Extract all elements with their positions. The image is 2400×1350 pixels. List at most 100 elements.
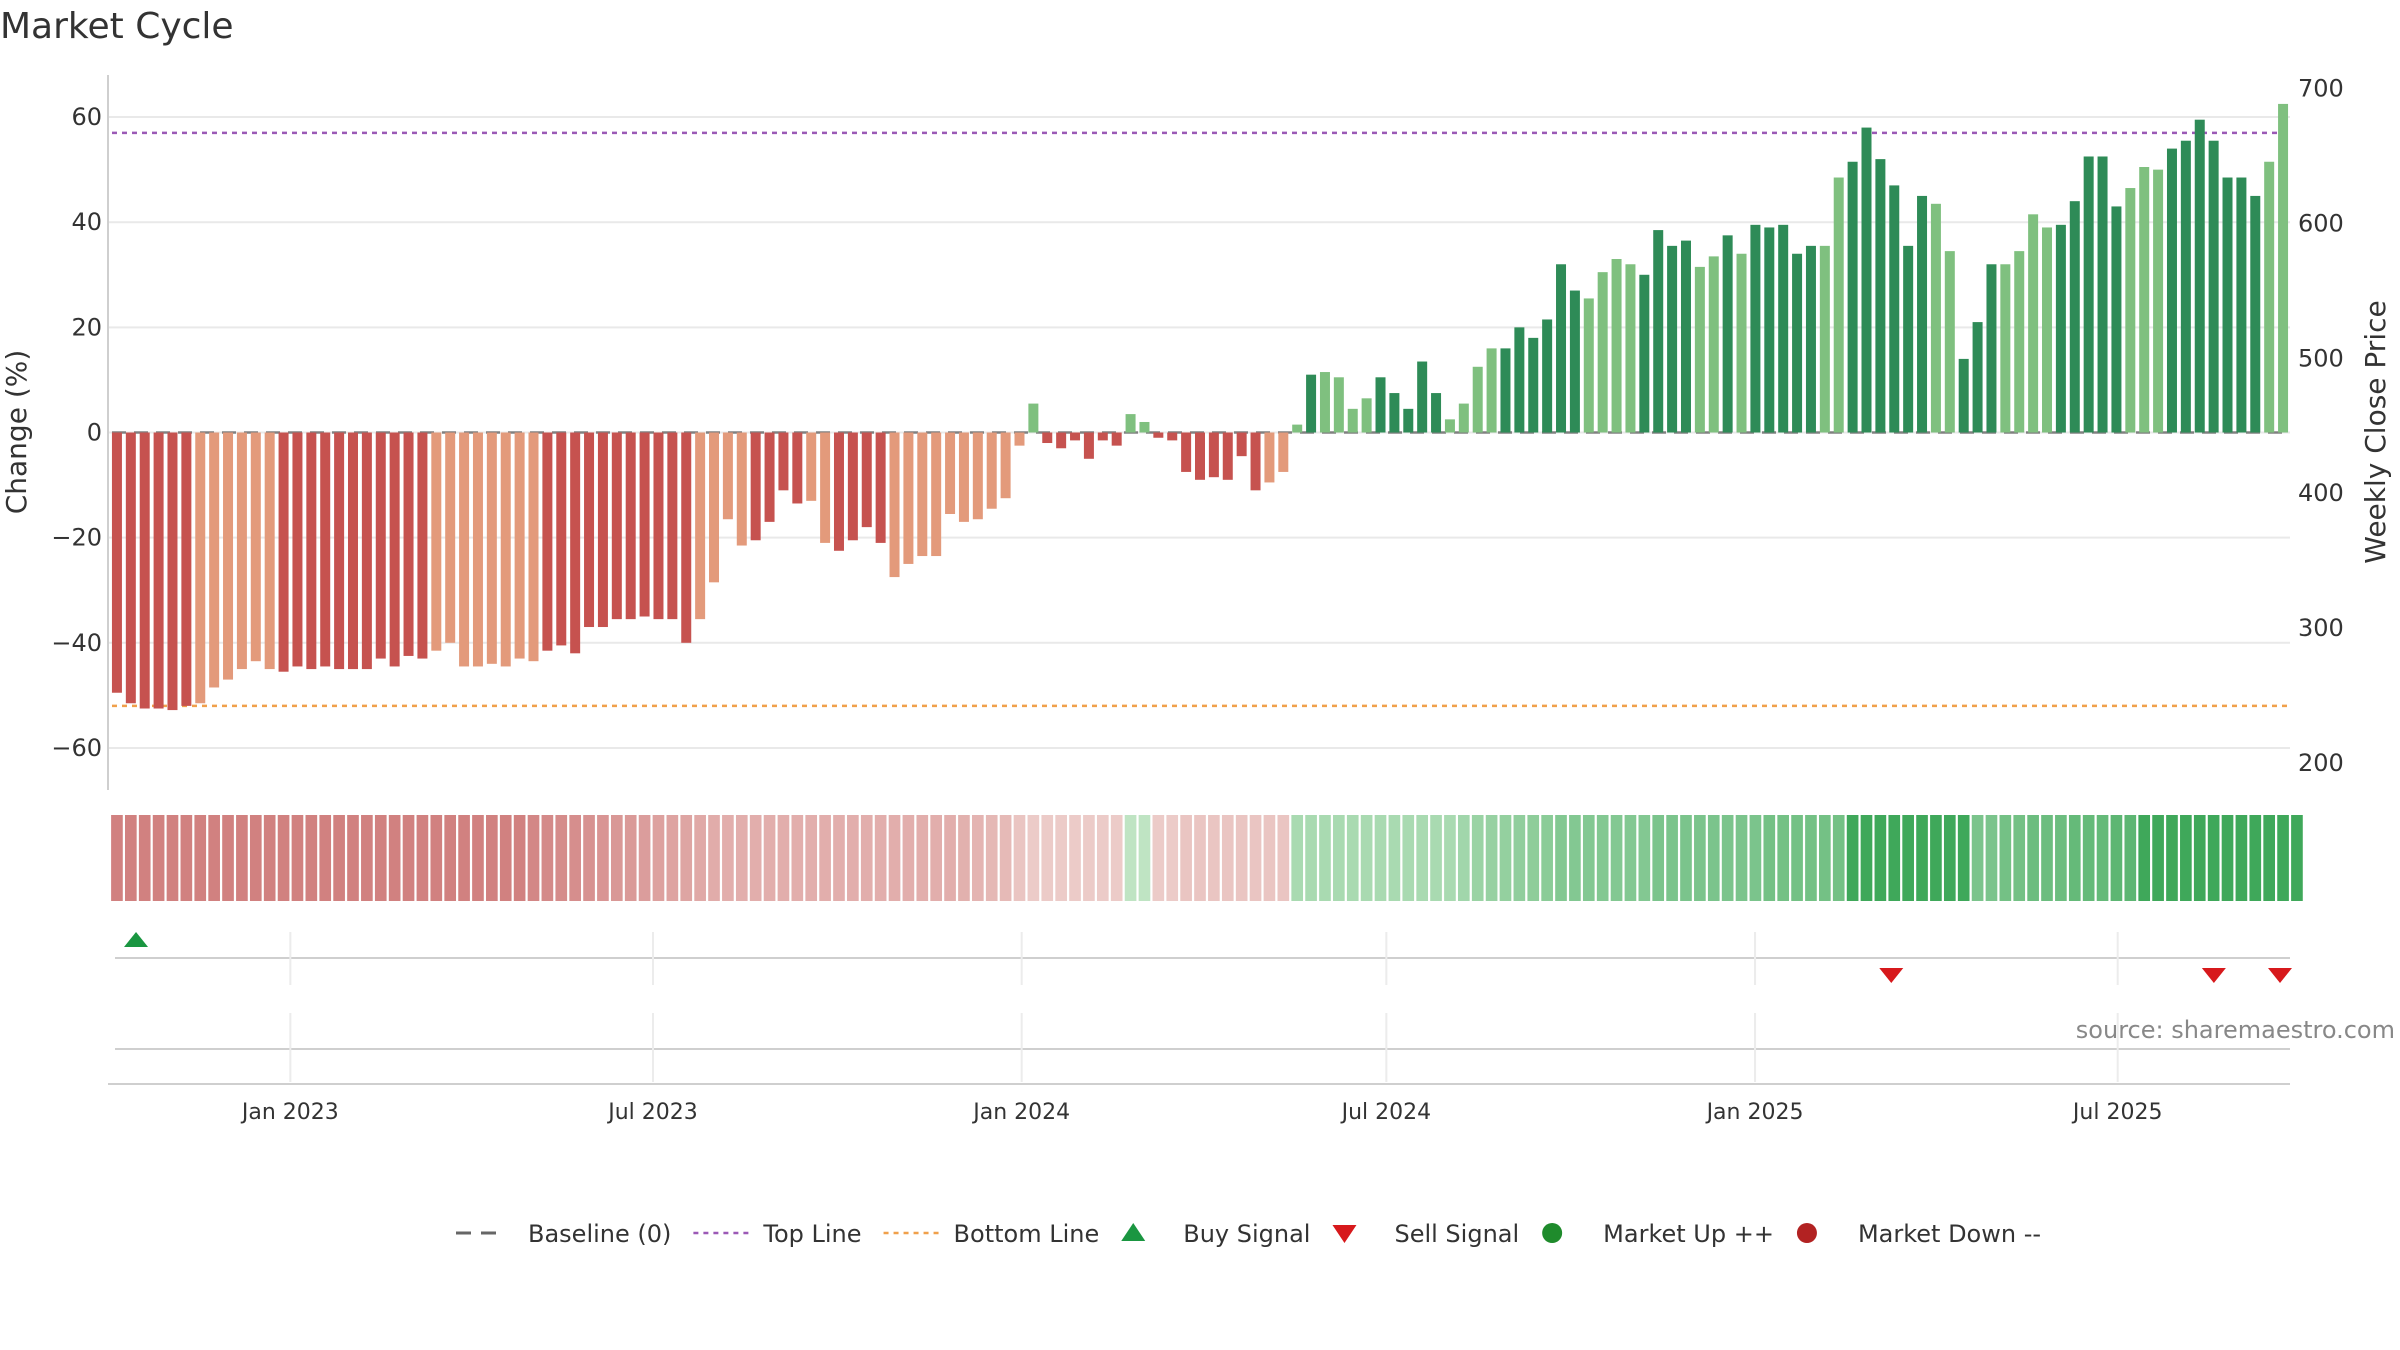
change-bar bbox=[736, 432, 747, 546]
change-bar bbox=[2097, 156, 2108, 433]
change-bar bbox=[125, 432, 136, 704]
cycle-strip-cell bbox=[416, 815, 429, 901]
cycle-strip-cell bbox=[680, 815, 693, 901]
cycle-strip-cell bbox=[1541, 815, 1553, 901]
change-bar bbox=[361, 432, 372, 670]
x-tick-label: Jul 2024 bbox=[1340, 1100, 1432, 1125]
change-bar bbox=[1986, 264, 1997, 433]
y-left-tick-label: −60 bbox=[51, 734, 102, 762]
change-bar bbox=[1028, 403, 1039, 433]
y-axis-right-title: Weekly Close Price bbox=[2359, 300, 2392, 563]
cycle-strip-cell bbox=[1444, 815, 1456, 901]
x-tick-label: Jan 2023 bbox=[240, 1100, 339, 1125]
cycle-strip-cell bbox=[1333, 815, 1345, 901]
cycle-strip-cell bbox=[888, 815, 901, 901]
change-bar bbox=[1597, 272, 1608, 433]
change-bar bbox=[986, 432, 997, 509]
change-bar bbox=[2278, 103, 2289, 433]
cycle-strip-cell bbox=[2152, 815, 2164, 901]
change-bar bbox=[1333, 377, 1344, 433]
cycle-strip-cell bbox=[2263, 815, 2276, 901]
cycle-strip-cell bbox=[166, 815, 179, 901]
cycle-strip-cell bbox=[1027, 815, 1040, 901]
change-bar bbox=[1736, 253, 1747, 433]
change-bar bbox=[514, 432, 525, 659]
change-bar bbox=[2125, 188, 2136, 433]
y-left-tick-label: 0 bbox=[87, 419, 102, 447]
cycle-strip-cell bbox=[791, 815, 804, 901]
change-bar bbox=[1528, 337, 1539, 433]
source-credit: source: sharemaestro.com bbox=[2076, 1016, 2395, 1044]
signal-panel bbox=[115, 932, 2292, 1082]
legend-top_line-label: Top Line bbox=[762, 1220, 861, 1248]
cycle-strip-cell bbox=[569, 815, 581, 901]
change-bar bbox=[1070, 432, 1081, 441]
change-bar bbox=[250, 432, 261, 662]
change-bar bbox=[375, 432, 386, 659]
change-bar bbox=[1347, 408, 1358, 433]
change-bar bbox=[917, 432, 928, 557]
change-bar bbox=[1819, 245, 1830, 433]
cycle-strip-cell bbox=[1888, 815, 1901, 901]
change-bar bbox=[722, 432, 733, 520]
change-bar bbox=[1097, 432, 1108, 441]
cycle-strip-cell bbox=[2235, 815, 2248, 901]
cycle-strip-cell bbox=[597, 815, 609, 901]
cycle-strip-cell bbox=[2110, 815, 2123, 901]
change-bar bbox=[1611, 259, 1622, 433]
change-bar bbox=[1542, 319, 1553, 433]
cycle-strip-cell bbox=[985, 815, 998, 901]
change-bar bbox=[1722, 235, 1733, 433]
legend-market_up-label: Market Up ++ bbox=[1603, 1220, 1774, 1248]
change-bar bbox=[1042, 432, 1053, 444]
cycle-strip-cell bbox=[527, 815, 540, 901]
cycle-strip-cell bbox=[1291, 815, 1304, 901]
cycle-strip-cell bbox=[1041, 815, 1054, 901]
change-bar bbox=[389, 432, 400, 667]
change-bar bbox=[931, 432, 942, 557]
y-left-tick-label: −40 bbox=[51, 629, 102, 657]
change-bar bbox=[806, 432, 817, 501]
change-bar bbox=[278, 432, 289, 672]
change-bar bbox=[1375, 377, 1386, 433]
cycle-strip-cell bbox=[2124, 815, 2137, 901]
cycle-strip-cell bbox=[1221, 815, 1234, 901]
cycle-strip-cell bbox=[999, 815, 1012, 901]
cycle-strip-cell bbox=[555, 815, 568, 901]
cycle-strip-cell bbox=[361, 815, 373, 901]
cycle-strip-cell bbox=[1916, 815, 1928, 901]
change-bar bbox=[2042, 227, 2053, 433]
change-bar bbox=[2083, 156, 2094, 433]
legend-buy-label: Buy Signal bbox=[1183, 1220, 1310, 1248]
cycle-strip-cell bbox=[1194, 815, 1206, 901]
cycle-strip-cell bbox=[499, 815, 512, 901]
cycle-strip-cell bbox=[1652, 815, 1665, 901]
cycle-strip-cell bbox=[1930, 815, 1942, 901]
y-left-tick-label: −20 bbox=[51, 524, 102, 552]
cycle-strip-cell bbox=[152, 815, 165, 901]
cycle-strip-cell bbox=[1694, 815, 1706, 901]
cycle-strip-cell bbox=[902, 815, 915, 901]
change-bar bbox=[1319, 372, 1330, 433]
cycle-strip-cell bbox=[1235, 815, 1248, 901]
cycle-strip-cell bbox=[1374, 815, 1387, 901]
y-right-tick-label: 700 bbox=[2298, 74, 2344, 102]
cycle-strip-cell bbox=[1638, 815, 1651, 901]
change-bar bbox=[500, 432, 511, 667]
cycle-strip-cell bbox=[1263, 815, 1276, 901]
cycle-strip-cell bbox=[1680, 815, 1692, 901]
cycle-strip-cell bbox=[2207, 815, 2220, 901]
cycle-strip-cell bbox=[1430, 815, 1442, 901]
cycle-strip-cell bbox=[805, 815, 818, 901]
cycle-strip-cell bbox=[958, 815, 970, 901]
cycle-strip-cell bbox=[1985, 815, 1998, 901]
change-bar bbox=[1250, 432, 1261, 491]
cycle-strip-cell bbox=[1055, 815, 1067, 901]
change-bar bbox=[167, 432, 178, 711]
cycle-strip-cell bbox=[1013, 815, 1026, 901]
change-bar bbox=[1181, 432, 1192, 472]
change-bar bbox=[1569, 290, 1580, 433]
cycle-strip-cell bbox=[1124, 815, 1137, 901]
cycle-strip-cell bbox=[2249, 815, 2262, 901]
cycle-strip-cell bbox=[305, 815, 318, 901]
